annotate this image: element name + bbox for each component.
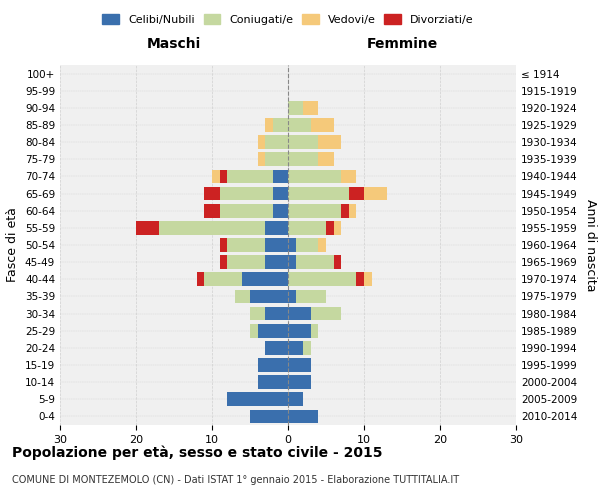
Bar (288, 118, 311, 132)
Bar (319, 136, 341, 149)
Bar (288, 221, 326, 234)
Bar (288, 341, 303, 354)
Bar (349, 204, 356, 218)
Text: Popolazione per età, sesso e stato civile - 2015: Popolazione per età, sesso e stato civil… (12, 445, 383, 460)
Bar (288, 376, 311, 389)
Bar (136, 221, 159, 234)
Bar (212, 170, 220, 183)
Bar (250, 290, 288, 304)
Bar (288, 410, 319, 424)
Bar (303, 341, 311, 354)
Legend: Celibi/Nubili, Coniugati/e, Vedovi/e, Divorziati/e: Celibi/Nubili, Coniugati/e, Vedovi/e, Di… (99, 10, 477, 28)
Bar (265, 221, 288, 234)
Text: Femmine: Femmine (367, 38, 437, 52)
Bar (326, 221, 334, 234)
Bar (311, 324, 319, 338)
Bar (265, 118, 273, 132)
Bar (296, 256, 334, 269)
Bar (257, 136, 265, 149)
Bar (265, 152, 288, 166)
Bar (319, 152, 334, 166)
Bar (250, 306, 265, 320)
Bar (227, 238, 265, 252)
Bar (319, 238, 326, 252)
Bar (265, 238, 288, 252)
Bar (220, 256, 227, 269)
Bar (197, 272, 205, 286)
Bar (220, 238, 227, 252)
Bar (205, 186, 220, 200)
Bar (288, 306, 311, 320)
Bar (288, 136, 319, 149)
Bar (288, 238, 296, 252)
Bar (341, 170, 356, 183)
Bar (273, 204, 288, 218)
Bar (220, 186, 273, 200)
Bar (257, 324, 288, 338)
Bar (364, 272, 371, 286)
Bar (250, 324, 257, 338)
Bar (257, 376, 288, 389)
Bar (257, 152, 265, 166)
Bar (273, 170, 288, 183)
Bar (288, 392, 303, 406)
Bar (265, 341, 288, 354)
Bar (311, 118, 334, 132)
Bar (205, 204, 220, 218)
Bar (341, 204, 349, 218)
Bar (288, 324, 311, 338)
Bar (288, 204, 341, 218)
Bar (288, 290, 296, 304)
Bar (265, 136, 288, 149)
Bar (250, 410, 288, 424)
Bar (349, 186, 364, 200)
Bar (288, 101, 303, 114)
Bar (288, 186, 349, 200)
Bar (227, 392, 288, 406)
Bar (303, 101, 319, 114)
Bar (220, 204, 273, 218)
Bar (288, 358, 311, 372)
Y-axis label: Fasce di età: Fasce di età (7, 208, 19, 282)
Bar (288, 152, 319, 166)
Bar (273, 118, 288, 132)
Bar (235, 290, 250, 304)
Bar (257, 358, 288, 372)
Y-axis label: Anni di nascita: Anni di nascita (584, 198, 597, 291)
Bar (242, 272, 288, 286)
Bar (265, 306, 288, 320)
Bar (227, 256, 265, 269)
Bar (296, 238, 319, 252)
Bar (227, 170, 273, 183)
Bar (288, 170, 341, 183)
Bar (356, 272, 364, 286)
Bar (288, 272, 356, 286)
Bar (159, 221, 265, 234)
Bar (311, 306, 341, 320)
Bar (334, 256, 341, 269)
Bar (273, 186, 288, 200)
Bar (364, 186, 387, 200)
Bar (265, 256, 288, 269)
Bar (288, 256, 296, 269)
Bar (296, 290, 326, 304)
Text: COMUNE DI MONTEZEMOLO (CN) - Dati ISTAT 1° gennaio 2015 - Elaborazione TUTTITALI: COMUNE DI MONTEZEMOLO (CN) - Dati ISTAT … (12, 475, 459, 485)
Bar (220, 170, 227, 183)
Bar (205, 272, 242, 286)
Bar (334, 221, 341, 234)
Text: Maschi: Maschi (147, 38, 201, 52)
